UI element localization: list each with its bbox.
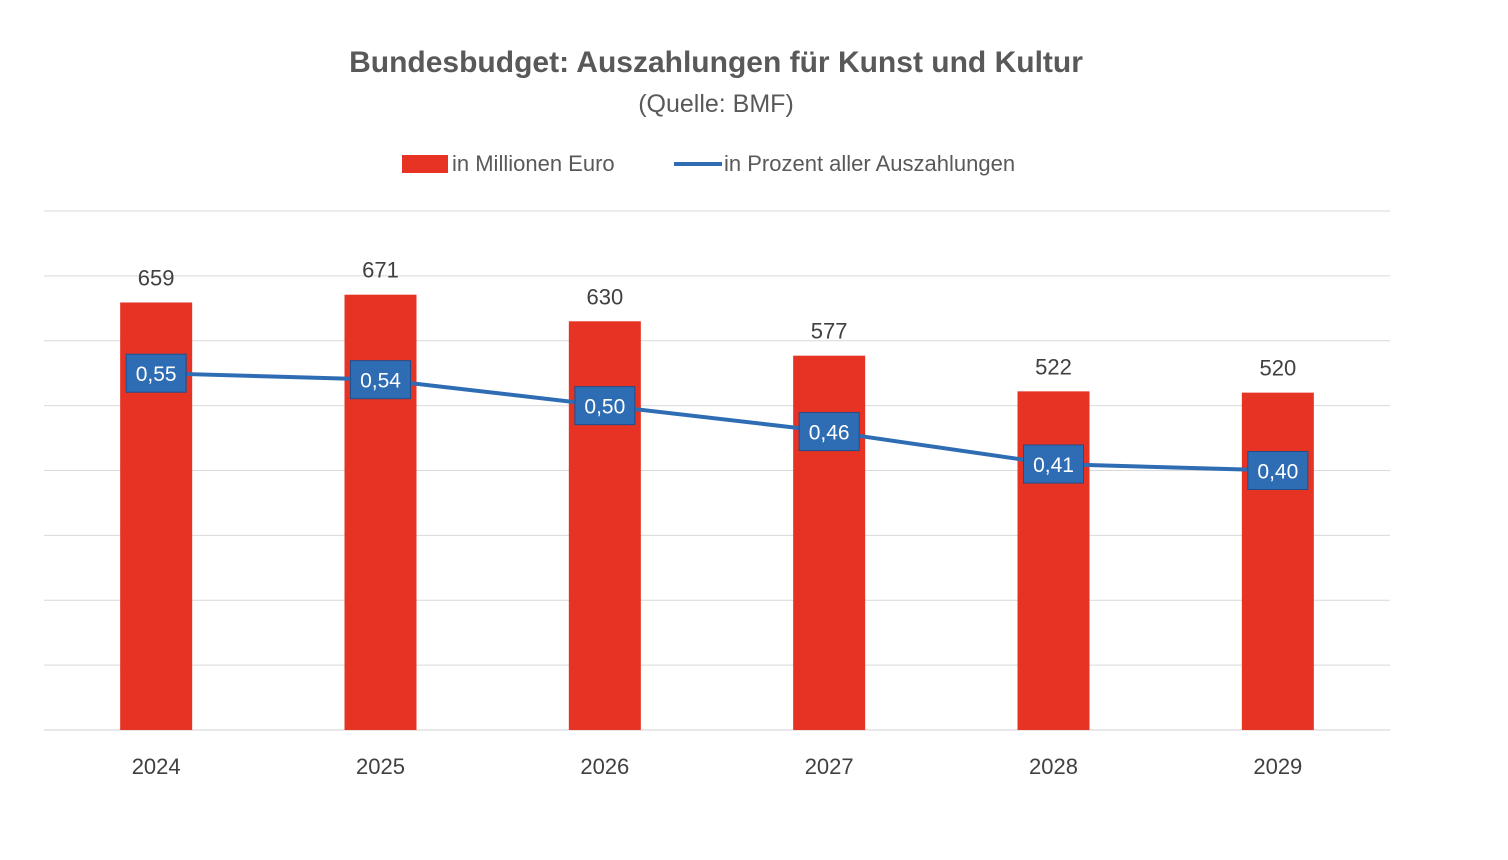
chart-subtitle: (Quelle: BMF) [638, 90, 794, 118]
legend-line-label: in Prozent aller Auszahlungen [724, 151, 1015, 176]
bar-value-label: 659 [138, 265, 175, 290]
bar-labels: 659 671 630 577 522 520 [138, 258, 1296, 381]
x-tick-label: 2028 [1029, 754, 1078, 779]
x-axis-ticks: 2024 2025 2026 2027 2028 2029 [132, 754, 1303, 779]
x-tick-label: 2024 [132, 754, 181, 779]
percent-value-label: 0,50 [584, 396, 625, 419]
bar-value-label: 671 [362, 258, 399, 283]
gridlines [44, 210, 1390, 731]
bar [793, 355, 866, 730]
legend-bar-label: in Millionen Euro [452, 151, 615, 176]
bar [568, 321, 641, 730]
percent-value-label: 0,55 [136, 363, 177, 386]
bar-value-label: 522 [1035, 354, 1072, 379]
chart-title: Bundesbudget: Auszahlungen für Kunst und… [349, 46, 1083, 79]
x-tick-label: 2026 [580, 754, 629, 779]
percent-label-box [1023, 444, 1084, 484]
percent-label-box [574, 386, 636, 426]
legend: in Millionen Euro in Prozent aller Ausza… [402, 151, 1015, 176]
bar-value-label: 577 [811, 319, 848, 344]
bar [1241, 392, 1314, 730]
percent-label-box [1247, 451, 1309, 490]
bar-value-label: 630 [586, 284, 623, 309]
percent-line [156, 371, 1278, 473]
x-tick-label: 2027 [805, 754, 854, 779]
x-tick-label: 2025 [356, 754, 405, 779]
bar [344, 294, 417, 730]
percent-value-label: 0,54 [360, 370, 401, 393]
percent-series-line [156, 371, 1278, 473]
bar [1017, 391, 1090, 730]
percent-value-label: 0,46 [809, 422, 850, 445]
bar-value-label: 520 [1259, 356, 1296, 381]
percent-label-box [125, 353, 187, 393]
percent-value-label: 0,41 [1033, 454, 1074, 477]
percent-labels: 0,55 0,54 0,50 0,46 0,41 0,40 [125, 353, 1309, 490]
percent-value-label: 0,40 [1257, 461, 1298, 484]
percent-label-box [350, 360, 411, 400]
percent-label-box [798, 412, 860, 452]
x-tick-label: 2029 [1253, 754, 1302, 779]
legend-bar-swatch [402, 155, 448, 173]
